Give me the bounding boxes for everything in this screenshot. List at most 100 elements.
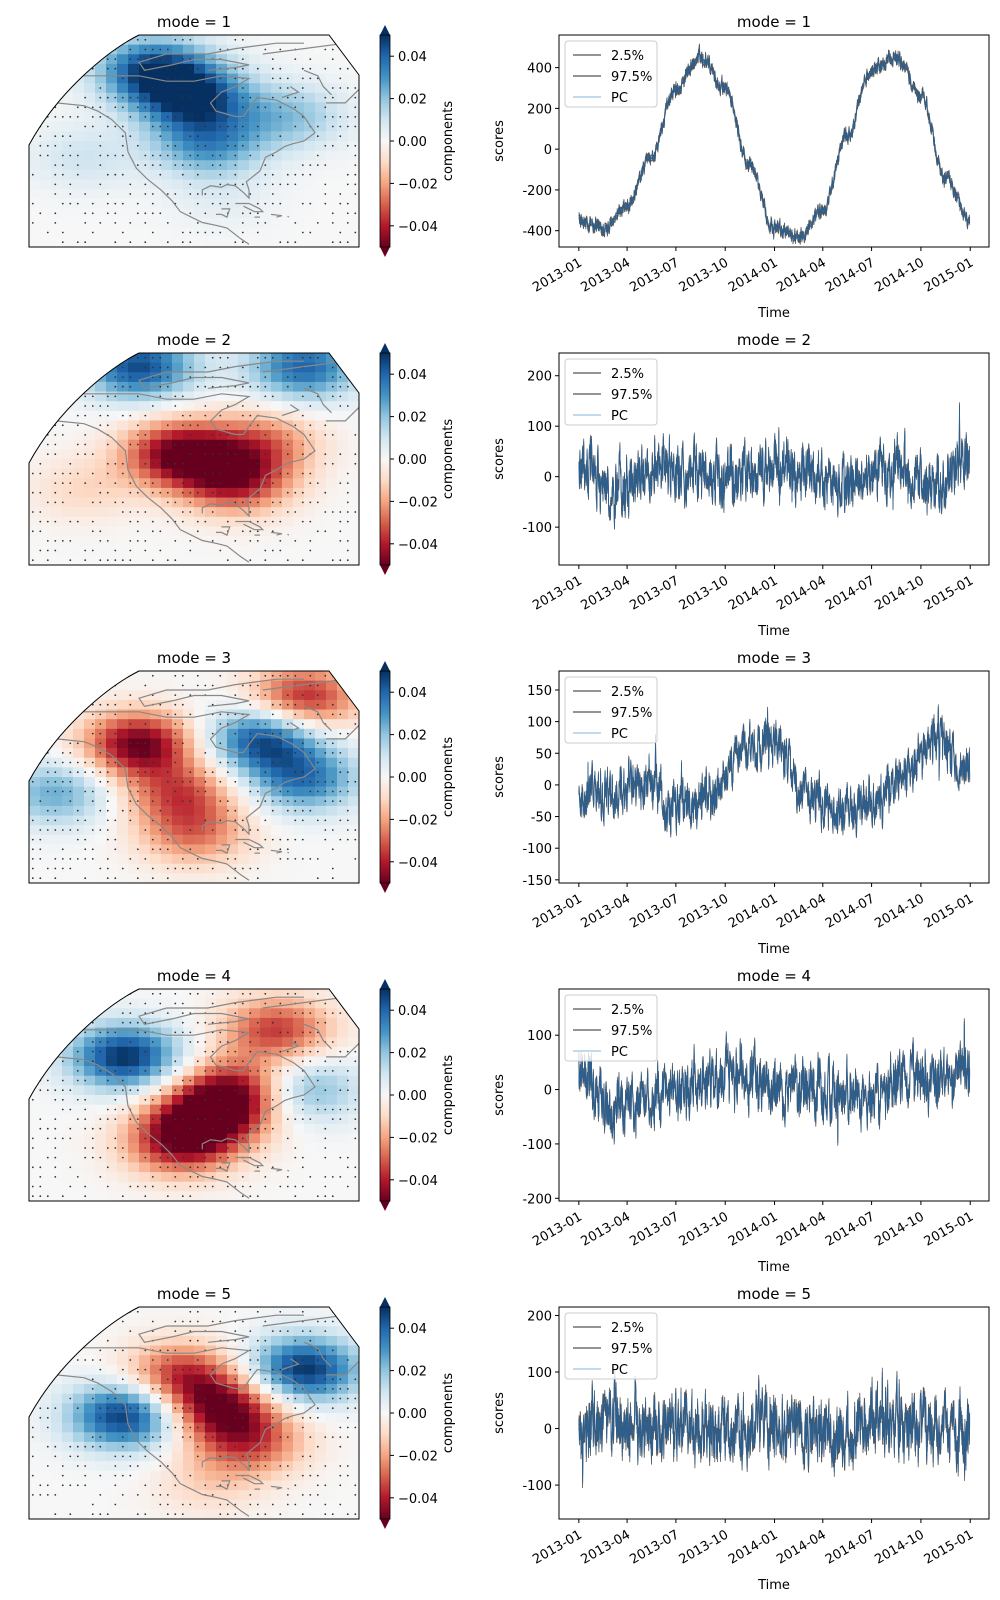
significance-dot (301, 491, 304, 494)
heatmap-cell (40, 719, 52, 730)
significance-dot (181, 1002, 184, 1005)
heatmap-cell (84, 487, 96, 499)
x-tick-label: 2015-01 (922, 1209, 977, 1249)
heatmap-cell (282, 150, 294, 161)
significance-dot (106, 424, 109, 427)
heatmap-cell (84, 1441, 96, 1453)
heatmap-cell (84, 998, 96, 1009)
significance-dot (159, 1118, 162, 1120)
significance-dot (114, 742, 117, 745)
heatmap-cell (29, 160, 41, 171)
heatmap-cell (348, 420, 359, 431)
heatmap-cell (73, 497, 85, 508)
heatmap-cell (304, 1181, 316, 1192)
heatmap-cell (139, 401, 151, 412)
significance-dot (91, 366, 94, 369)
colorbar-extend-max (380, 343, 390, 353)
heatmap-cell (337, 507, 349, 518)
significance-dot (159, 1089, 162, 1092)
heatmap-cell (326, 757, 338, 768)
heatmap-cell (51, 449, 63, 460)
significance-dot (256, 1031, 259, 1034)
heatmap-cell (337, 1085, 349, 1096)
significance-dot (46, 424, 49, 427)
heatmap-cell (227, 160, 239, 171)
heatmap-cell (128, 1046, 140, 1058)
significance-dot (241, 992, 244, 995)
heatmap-cell (282, 102, 294, 113)
heatmap-cell (293, 1143, 305, 1154)
significance-dot (99, 1002, 102, 1005)
heatmap-cell (128, 526, 140, 537)
heatmap-cell (150, 738, 162, 749)
heatmap-cell (238, 1181, 250, 1192)
significance-dot (166, 222, 169, 224)
heatmap-cell (139, 131, 151, 142)
significance-dot (151, 154, 154, 157)
heatmap-cell (73, 459, 85, 470)
heatmap-cell (205, 35, 217, 46)
heatmap-cell (95, 1422, 107, 1433)
heatmap-cell (271, 198, 283, 210)
heatmap-cell (128, 410, 140, 422)
heatmap-cell (51, 459, 63, 470)
significance-dot (309, 684, 312, 687)
heatmap-cell (304, 690, 316, 701)
heatmap-cell (150, 1162, 162, 1173)
significance-dot (234, 1089, 237, 1092)
significance-dot (61, 395, 64, 398)
heatmap-cell (161, 863, 173, 874)
heatmap-cell (271, 844, 283, 855)
significance-dot (31, 1031, 34, 1034)
heatmap-cell (183, 131, 195, 142)
heatmap-cell (194, 516, 206, 528)
significance-dot (99, 144, 102, 147)
x-axis-label: Time (757, 942, 790, 957)
heatmap-cell (150, 1490, 162, 1501)
heatmap-cell (128, 738, 140, 749)
heatmap-cell (337, 497, 349, 508)
x-tick-label: 2013-10 (677, 573, 732, 613)
significance-dot (324, 674, 327, 677)
y-tick-label: -200 (522, 1192, 552, 1207)
significance-dot (159, 1137, 162, 1140)
heatmap-cell (73, 1075, 85, 1086)
significance-dot (31, 405, 34, 407)
heatmap-cell (150, 63, 162, 75)
significance-dot (354, 723, 357, 725)
heatmap-cell (194, 179, 206, 190)
heatmap-cell (40, 179, 52, 190)
heatmap-cell (194, 1162, 206, 1173)
heatmap-cell (194, 449, 206, 460)
significance-dot (151, 482, 154, 484)
heatmap-cell (238, 73, 250, 84)
heatmap-cell (172, 487, 184, 499)
significance-dot (136, 761, 139, 764)
coastline (235, 520, 265, 531)
heatmap-cell (227, 1114, 239, 1125)
significance-dot (354, 829, 357, 831)
significance-dot (114, 559, 117, 562)
significance-dot (196, 530, 199, 533)
heatmap-cell (29, 805, 41, 817)
heatmap-cell (84, 728, 96, 740)
heatmap-cell (51, 169, 63, 181)
significance-dot (211, 511, 214, 513)
heatmap-cell (95, 815, 107, 826)
heatmap-cell (348, 189, 359, 200)
significance-dot (114, 395, 117, 398)
significance-dot (46, 761, 49, 764)
heatmap-cell (260, 237, 272, 247)
significance-dot (174, 790, 177, 793)
significance-dot (196, 1089, 199, 1092)
heatmap-cell (84, 854, 96, 865)
series-line-PC (578, 404, 971, 528)
heatmap-cell (139, 709, 151, 720)
heatmap-cell (304, 150, 316, 161)
heatmap-cell (29, 1335, 41, 1347)
heatmap-cell (117, 1461, 129, 1472)
significance-dot (166, 87, 169, 89)
significance-dot (219, 1070, 222, 1072)
significance-dot (316, 742, 319, 745)
y-tick-label: 0 (544, 471, 552, 486)
